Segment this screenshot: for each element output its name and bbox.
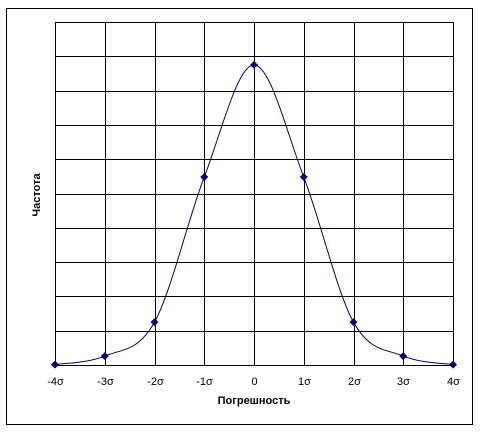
x-tick-label: 2σ	[348, 376, 361, 388]
data-point	[100, 352, 109, 361]
data-point	[150, 318, 159, 327]
data-point	[349, 318, 358, 327]
data-point	[449, 360, 457, 369]
data-point	[51, 360, 59, 369]
x-tick-label: 3σ	[397, 376, 410, 388]
chart-border	[6, 8, 473, 425]
y-axis-label: Частота	[31, 173, 43, 217]
x-tick-label: -1σ	[196, 376, 213, 388]
data-point	[250, 60, 258, 69]
x-tick-label: 4σ	[447, 376, 460, 388]
x-tick-label: 1σ	[298, 376, 311, 388]
x-tick-label: -2σ	[147, 376, 164, 388]
x-tick-label: 0	[251, 376, 257, 388]
data-point	[200, 173, 209, 182]
data-point	[399, 352, 408, 361]
x-tick-label: -4σ	[47, 376, 64, 388]
data-point	[299, 173, 308, 182]
x-axis-label: Погрешность	[218, 395, 291, 407]
x-tick-label: -3σ	[97, 376, 114, 388]
